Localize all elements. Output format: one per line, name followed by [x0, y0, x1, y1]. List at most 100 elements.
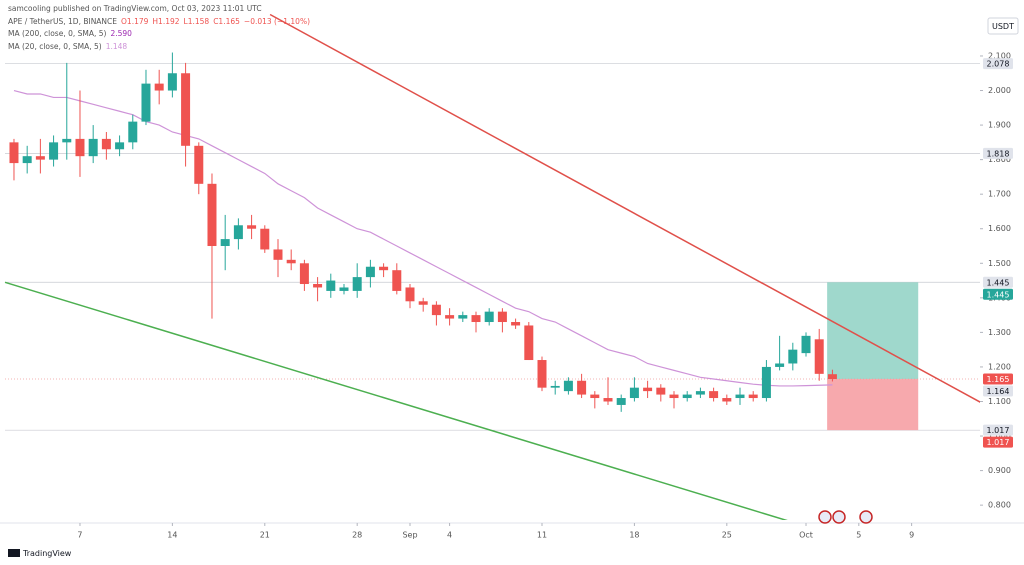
axes: 0.8000.9001.0001.1001.2001.3001.4001.500…	[0, 51, 1024, 540]
y-tick-label: 2.000	[988, 86, 1011, 95]
price-label: 1.445	[987, 278, 1010, 287]
price-label: 1.818	[987, 149, 1010, 158]
y-tick-label: 1.000	[988, 432, 1011, 441]
candle-body	[629, 387, 639, 399]
candle-body	[722, 398, 732, 402]
candle-body	[537, 360, 547, 388]
candle-body	[128, 121, 138, 143]
profit-zone	[827, 282, 919, 380]
ohlc-value: C1.165	[213, 16, 240, 26]
indicator-value: 1.148	[105, 41, 128, 51]
candle-body	[379, 266, 389, 271]
ohlc-value: L1.158	[183, 16, 210, 26]
indicator-name: MA (20, close, 0, SMA, 5)	[8, 41, 102, 51]
candle-body	[484, 311, 494, 323]
candle-body	[418, 301, 428, 305]
candle-body	[814, 339, 824, 374]
candle-body	[154, 83, 164, 91]
indicator-name: MA (200, close, 0, SMA, 5)	[8, 29, 107, 38]
price-label-box	[983, 276, 1013, 288]
price-label-box	[983, 58, 1013, 70]
candle-body	[392, 270, 402, 291]
y-tick-label: 1.500	[988, 259, 1011, 268]
candle-body	[194, 145, 204, 184]
x-tick-label: 5	[856, 531, 861, 540]
plot-area	[4, 13, 980, 520]
currency: USDT	[992, 22, 1014, 31]
logo	[8, 549, 20, 557]
candle-body	[273, 249, 283, 260]
candle-body	[313, 284, 323, 288]
x-tick-label: 7	[77, 531, 82, 540]
header: samcooling published on TradingView.com,…	[8, 4, 262, 13]
candle-body	[682, 394, 692, 399]
candle-body	[761, 366, 771, 399]
x-tick-label: Oct	[799, 531, 813, 540]
price-label: 1.445	[987, 290, 1010, 299]
y-tick-label: 2.100	[988, 51, 1011, 60]
change: −0.013 (−1.10%)	[243, 16, 311, 26]
candle-body	[643, 387, 653, 392]
candle-body	[101, 138, 111, 150]
y-tick-label: 0.800	[988, 501, 1011, 510]
candle-body	[260, 228, 270, 250]
candle-body	[247, 225, 257, 229]
y-tick-label: 1.300	[988, 328, 1011, 337]
indicators: MA (200, close, 0, SMA, 5) 2.590 MA (20, c…	[8, 28, 314, 53]
candle-body	[88, 138, 98, 157]
x-tick-label: 25	[722, 531, 732, 540]
ma-line	[13, 89, 833, 387]
footer: TradingView	[22, 549, 72, 558]
x-tick-label: Sep	[402, 531, 417, 540]
price-label: 2.078	[987, 60, 1010, 69]
price-label: 1.164	[987, 387, 1010, 396]
y-tick-label: 1.800	[988, 155, 1011, 164]
candle-body	[550, 385, 560, 388]
event-icon[interactable]	[832, 510, 846, 524]
event-icon[interactable]	[818, 510, 832, 524]
price-label-box	[983, 424, 1013, 436]
currency-box[interactable]	[987, 17, 1019, 35]
price-label-box	[983, 288, 1013, 300]
x-tick-label: 11	[537, 531, 547, 540]
candle-body	[735, 394, 745, 399]
candle-body	[115, 142, 125, 150]
candle-body	[497, 311, 507, 323]
candle-body	[445, 315, 455, 319]
price-label-box	[983, 436, 1013, 448]
x-tick-label: 28	[352, 531, 362, 540]
candle-body	[35, 156, 45, 160]
candle-body	[590, 394, 600, 399]
indicator-value: 2.590	[110, 29, 132, 38]
loss-zone	[827, 379, 919, 431]
candle-body	[286, 259, 296, 264]
candle-body	[405, 287, 415, 302]
y-tick-label: 0.900	[988, 466, 1011, 475]
candle-body	[326, 280, 336, 291]
event-icon[interactable]	[859, 510, 873, 524]
candle-body	[22, 156, 32, 164]
price-label-box	[983, 385, 1013, 397]
candle-body	[431, 304, 441, 316]
candle-body	[563, 380, 573, 392]
y-tick-label: 1.200	[988, 362, 1011, 371]
candle-body	[656, 387, 666, 395]
candle-body	[167, 73, 177, 91]
candle-body	[801, 335, 811, 354]
candle-body	[365, 266, 375, 278]
candle-body	[748, 394, 758, 399]
candle-body	[299, 263, 309, 285]
indicator: MA (200, close, 0, SMA, 5) 2.590	[8, 28, 314, 41]
y-tick-label: 1.600	[988, 224, 1011, 233]
candle-body	[207, 183, 217, 247]
candle-body	[458, 315, 468, 319]
candle-body	[616, 398, 626, 405]
candle-body	[511, 322, 521, 326]
ohlc-value: O1.179	[121, 16, 149, 26]
price-label-box	[983, 147, 1013, 159]
x-tick-label: 9	[909, 531, 914, 540]
x-tick-label: 14	[167, 531, 177, 540]
price-label-box	[983, 373, 1013, 385]
